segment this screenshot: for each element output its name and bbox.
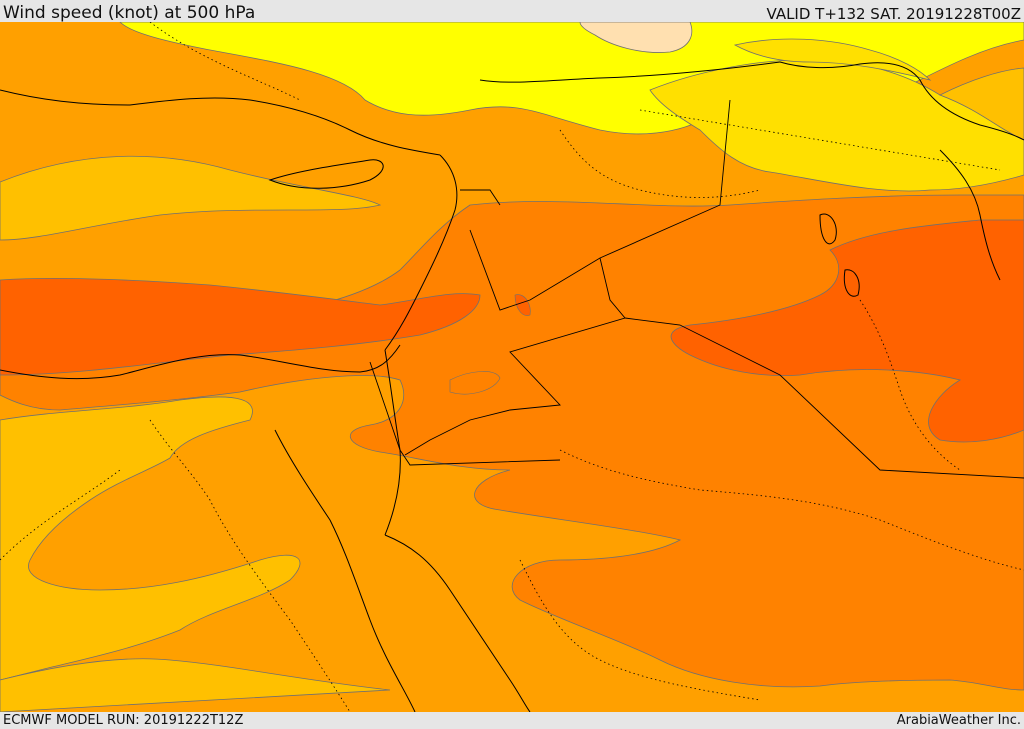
band-light-orange-northeast	[939, 67, 1024, 141]
band-light-orange-north	[0, 155, 382, 241]
map-title: Wind speed (knot) at 500 hPa	[3, 3, 256, 23]
coastlines	[0, 61, 1024, 712]
footer-bar: ECMWF MODEL RUN: 20191222T12Z ArabiaWeat…	[0, 712, 1024, 729]
wind-speed-map	[0, 22, 1024, 712]
header-bar: Wind speed (knot) at 500 hPa VALID T+132…	[0, 0, 1024, 23]
patch-red-orange-small	[514, 294, 531, 316]
political-borders	[369, 99, 1024, 479]
credit-label: ArabiaWeather Inc.	[896, 713, 1021, 728]
band-peach-top	[579, 22, 693, 53]
band-gold-north-small	[733, 38, 932, 81]
model-run-label: ECMWF MODEL RUN: 20191222T12Z	[3, 713, 244, 728]
admin-borders	[0, 22, 1024, 712]
patch-dark-orange-center	[449, 371, 501, 395]
band-light-orange-southwest	[0, 396, 301, 681]
map-canvas	[0, 22, 1024, 712]
valid-time-label: VALID T+132 SAT. 20191228T00Z	[766, 5, 1021, 23]
band-red-orange-west	[0, 277, 481, 376]
band-light-orange-south	[0, 658, 391, 712]
